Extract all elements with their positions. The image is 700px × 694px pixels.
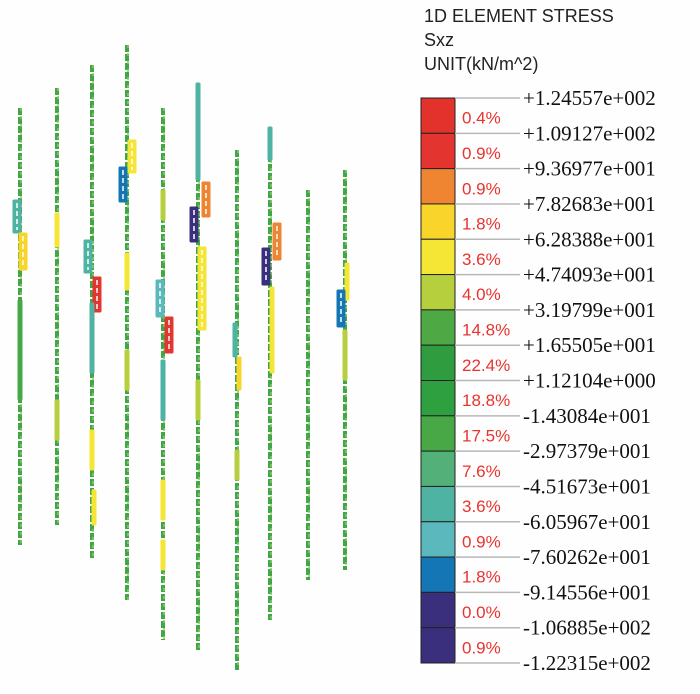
stress-contour-segment	[342, 329, 348, 381]
legend-level-value: +4.74093e+001	[523, 263, 656, 287]
stress-contour-segment	[118, 166, 128, 203]
legend-level-value: +1.65505e+001	[523, 333, 656, 357]
stress-contour-segment	[189, 206, 199, 243]
legend-band-percent: 18.8%	[462, 391, 510, 410]
stress-contour-segment	[54, 212, 60, 248]
stress-contour-segment	[269, 286, 275, 374]
stress-contour-segment	[195, 379, 201, 421]
legend-band	[420, 168, 456, 205]
legend-band-percent: 3.6%	[462, 497, 501, 516]
legend-level-value: +1.24557e+002	[523, 86, 656, 110]
legend-component: Sxz	[424, 30, 455, 50]
legend-band	[420, 556, 456, 593]
legend-band-percent: 0.9%	[462, 144, 501, 163]
legend-level-value: +6.28388e+001	[523, 227, 656, 251]
legend-band	[420, 238, 456, 276]
legend-band	[420, 591, 456, 629]
legend-band	[420, 627, 456, 664]
legend-band	[420, 521, 456, 558]
legend-level-value: +7.82683e+001	[523, 192, 656, 216]
pile-element[interactable]	[54, 88, 60, 525]
stress-contour-segment	[160, 479, 166, 521]
stress-contour-segment	[267, 126, 273, 161]
legend-band	[420, 450, 456, 487]
pile-element[interactable]	[155, 108, 174, 640]
stress-contour-segment	[127, 139, 137, 174]
legend-band-percent: 0.9%	[462, 532, 501, 551]
pile-element[interactable]	[12, 108, 28, 545]
stress-contour-segment	[124, 349, 130, 391]
legend-band-percent: 1.8%	[462, 568, 501, 587]
legend-level-value: -1.43084e+001	[523, 404, 651, 428]
legend-band-percent: 7.6%	[462, 462, 501, 481]
stress-contour-segment	[234, 449, 240, 481]
stress-contour-segment	[160, 539, 166, 571]
stress-contour-segment	[160, 359, 166, 421]
stress-contour-segment	[12, 199, 22, 234]
legend-level-value: -1.22315e+002	[523, 651, 651, 675]
legend-band	[420, 344, 456, 381]
legend-band	[420, 97, 456, 134]
pile-element[interactable]	[118, 45, 137, 600]
legend-band	[420, 309, 456, 346]
legend-level-value: +1.12104e+000	[523, 369, 656, 393]
stress-contour-segment	[201, 181, 211, 218]
legend-level-value: +9.36977e+001	[523, 157, 656, 181]
pile-element[interactable]	[189, 82, 211, 650]
legend-title: 1D ELEMENT STRESS	[424, 6, 614, 26]
stress-contour-segment	[91, 489, 97, 526]
stress-contour-segment	[195, 82, 201, 181]
legend-band-percent: 4.0%	[462, 285, 501, 304]
stress-contour-segment	[89, 302, 95, 374]
stress-contour-segment	[232, 322, 238, 358]
stress-contour-segment	[336, 289, 346, 328]
legend-band	[420, 485, 456, 523]
stress-contour-segment	[92, 276, 102, 313]
legend-level-value: -6.05967e+001	[523, 510, 651, 534]
legend-band-percent: 0.0%	[462, 603, 501, 622]
stress-contour-segment	[124, 252, 130, 291]
pile-element[interactable]	[306, 190, 310, 580]
legend-band-percent: 3.6%	[462, 250, 501, 269]
legend-level-value: -7.60262e+001	[523, 545, 651, 569]
stress-contour-segment	[89, 429, 95, 471]
stress-contour-segment	[344, 262, 350, 301]
legend-band	[420, 380, 456, 417]
pile-model-view[interactable]	[0, 0, 410, 694]
pile-element[interactable]	[336, 170, 350, 570]
stress-contour-segment	[155, 279, 165, 318]
legend-band-percent: 0.4%	[462, 109, 501, 128]
stress-contour-segment	[236, 356, 242, 391]
legend-level-value: -1.06885e+002	[523, 616, 651, 640]
stress-contour-segment	[197, 246, 207, 331]
legend-level-value: +3.19799e+001	[523, 298, 656, 322]
stress-contour-segment	[17, 299, 23, 401]
legend-band-percent: 1.8%	[462, 215, 501, 234]
legend-level-value: +1.09127e+002	[523, 121, 656, 145]
pile-element[interactable]	[232, 150, 242, 670]
stress-contour-segment	[54, 399, 60, 441]
legend-level-value: -9.14556e+001	[523, 580, 651, 604]
legend-unit: UNIT(kN/m^2)	[424, 54, 539, 74]
stress-contour-segment	[261, 247, 271, 286]
legend-band-percent: 17.5%	[462, 426, 510, 445]
legend-band	[420, 415, 456, 452]
stress-contour-segment	[18, 232, 28, 271]
legend-level-value: -2.97379e+001	[523, 439, 651, 463]
legend-band-percent: 0.9%	[462, 179, 501, 198]
legend-band	[420, 132, 456, 170]
legend-band-percent: 22.4%	[462, 356, 510, 375]
legend-band	[420, 203, 456, 240]
stress-contour-segment	[164, 316, 174, 354]
legend-band	[420, 274, 456, 311]
pile-element[interactable]	[83, 65, 102, 560]
legend-band-percent: 14.8%	[462, 321, 510, 340]
stress-contour-segment	[83, 239, 93, 274]
stress-contour-segment	[272, 222, 282, 261]
pile-element[interactable]	[261, 126, 282, 620]
legend-level-value: -4.51673e+001	[523, 474, 651, 498]
legend-band-percent: 0.9%	[462, 638, 501, 657]
stress-contour-segment	[160, 189, 166, 221]
